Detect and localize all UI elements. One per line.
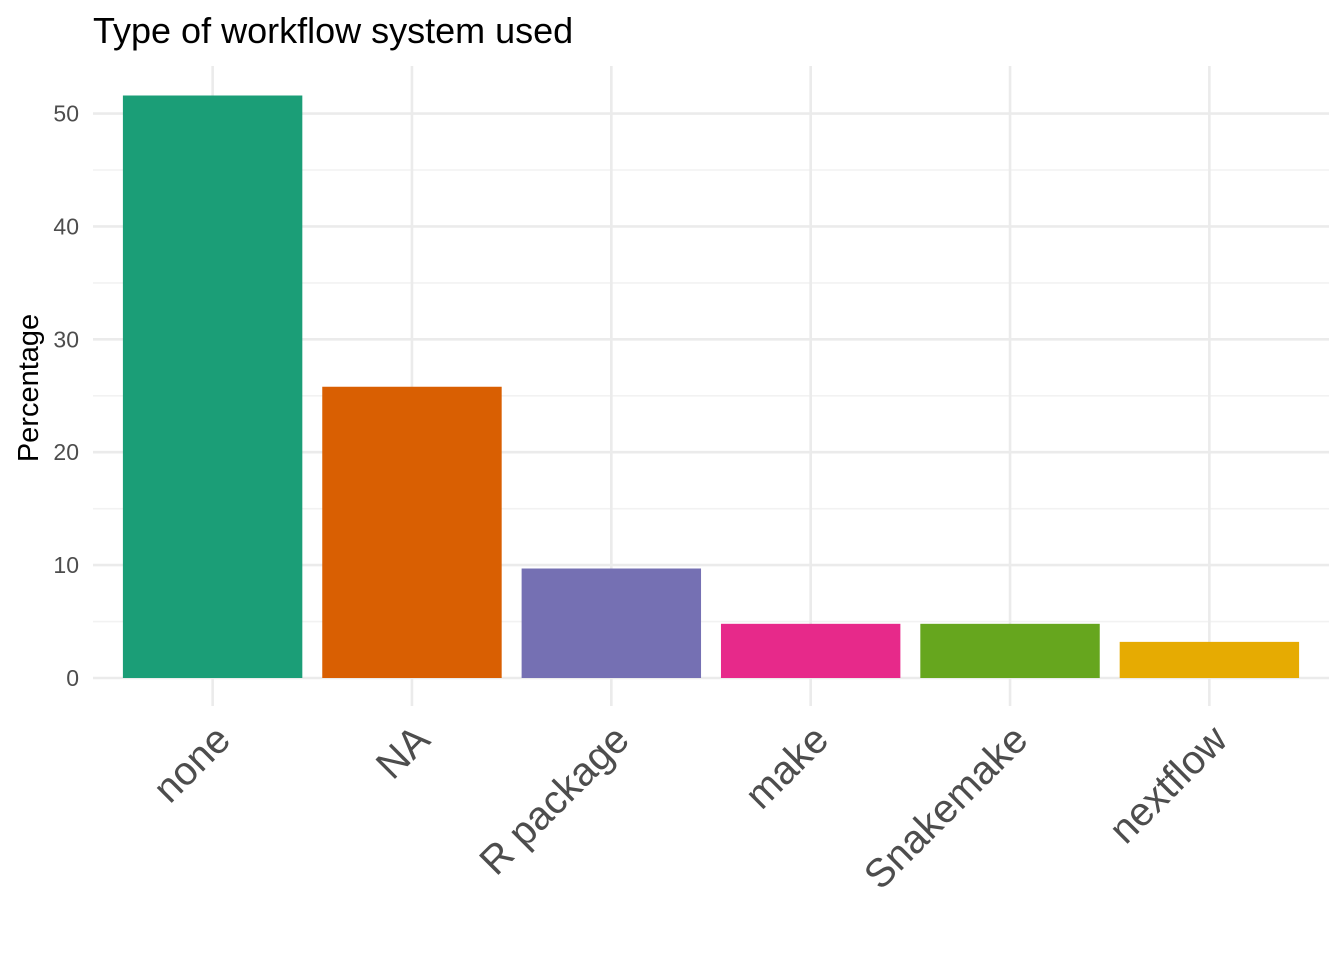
bar-na <box>322 386 502 678</box>
bar-r-package <box>521 568 702 678</box>
x-tick-label: make <box>737 717 837 817</box>
bars <box>122 95 1300 678</box>
y-tick-label: 20 <box>53 439 79 465</box>
y-tick-label: 30 <box>53 326 79 352</box>
y-axis-label: Percentage <box>13 314 45 462</box>
x-tick-label: nextflow <box>1101 717 1236 852</box>
bar-none <box>122 95 303 678</box>
x-tick-label: R package <box>471 717 637 883</box>
bar-make <box>720 623 901 678</box>
chart-title: Type of workflow system used <box>93 10 573 51</box>
x-tick-label: Snakemake <box>856 717 1036 897</box>
y-tick-label: 10 <box>53 552 79 578</box>
y-axis-tick-labels: 0 10 20 30 40 50 <box>53 101 79 691</box>
x-axis-tick-labels: none NA R package make Snakemake nextflow <box>145 717 1236 898</box>
x-tick-label: NA <box>368 717 439 788</box>
y-tick-label: 40 <box>53 213 79 239</box>
y-tick-label: 50 <box>53 101 79 127</box>
y-tick-label: 0 <box>66 665 79 691</box>
bar-nextflow <box>1119 641 1300 678</box>
x-tick-label: none <box>145 717 239 811</box>
bar-snakemake <box>920 623 1100 678</box>
